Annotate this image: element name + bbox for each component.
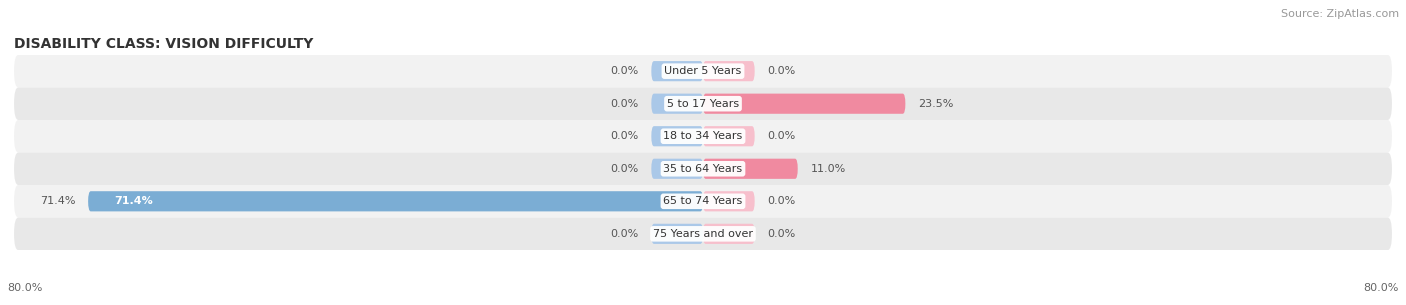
- FancyBboxPatch shape: [651, 94, 703, 114]
- Text: 18 to 34 Years: 18 to 34 Years: [664, 131, 742, 141]
- FancyBboxPatch shape: [651, 159, 703, 179]
- Text: 65 to 74 Years: 65 to 74 Years: [664, 196, 742, 206]
- FancyBboxPatch shape: [14, 88, 1392, 120]
- FancyBboxPatch shape: [703, 191, 755, 211]
- FancyBboxPatch shape: [651, 224, 703, 244]
- Text: 35 to 64 Years: 35 to 64 Years: [664, 164, 742, 174]
- FancyBboxPatch shape: [703, 94, 905, 114]
- Text: 0.0%: 0.0%: [610, 131, 638, 141]
- FancyBboxPatch shape: [703, 159, 797, 179]
- FancyBboxPatch shape: [703, 224, 755, 244]
- Text: 0.0%: 0.0%: [768, 131, 796, 141]
- Text: 0.0%: 0.0%: [768, 196, 796, 206]
- Text: 0.0%: 0.0%: [610, 229, 638, 239]
- FancyBboxPatch shape: [651, 61, 703, 81]
- Text: 0.0%: 0.0%: [610, 99, 638, 109]
- FancyBboxPatch shape: [14, 152, 1392, 185]
- Text: 71.4%: 71.4%: [114, 196, 153, 206]
- FancyBboxPatch shape: [14, 120, 1392, 152]
- Text: 11.0%: 11.0%: [811, 164, 846, 174]
- Text: Source: ZipAtlas.com: Source: ZipAtlas.com: [1281, 9, 1399, 19]
- Text: 0.0%: 0.0%: [610, 66, 638, 76]
- FancyBboxPatch shape: [14, 185, 1392, 217]
- Text: 80.0%: 80.0%: [1364, 283, 1399, 293]
- Text: 0.0%: 0.0%: [768, 66, 796, 76]
- Text: 0.0%: 0.0%: [768, 229, 796, 239]
- FancyBboxPatch shape: [703, 126, 755, 146]
- Text: 75 Years and over: 75 Years and over: [652, 229, 754, 239]
- FancyBboxPatch shape: [14, 55, 1392, 88]
- Text: 80.0%: 80.0%: [7, 283, 42, 293]
- FancyBboxPatch shape: [14, 217, 1392, 250]
- Text: 5 to 17 Years: 5 to 17 Years: [666, 99, 740, 109]
- Text: 0.0%: 0.0%: [610, 164, 638, 174]
- Text: DISABILITY CLASS: VISION DIFFICULTY: DISABILITY CLASS: VISION DIFFICULTY: [14, 37, 314, 51]
- Text: Under 5 Years: Under 5 Years: [665, 66, 741, 76]
- FancyBboxPatch shape: [651, 126, 703, 146]
- FancyBboxPatch shape: [89, 191, 703, 211]
- Text: 71.4%: 71.4%: [39, 196, 75, 206]
- Text: 23.5%: 23.5%: [918, 99, 953, 109]
- FancyBboxPatch shape: [703, 61, 755, 81]
